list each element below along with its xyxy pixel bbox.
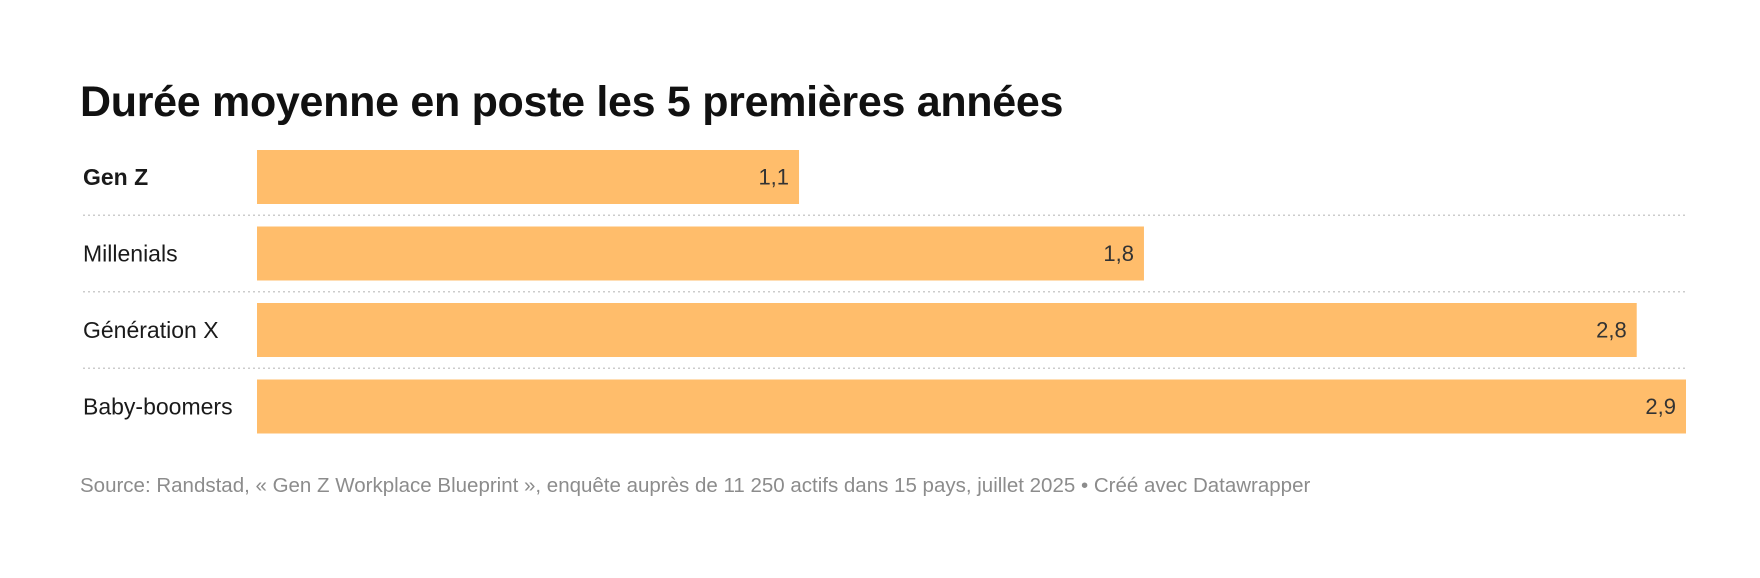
bar-millenials <box>257 226 1144 281</box>
bar-generation-x <box>257 303 1637 357</box>
value-label-millenials: 1,8 <box>1103 241 1134 266</box>
source-note: Source: Randstad, « Gen Z Workplace Blue… <box>80 474 1311 497</box>
bar-baby-boomers <box>257 379 1686 434</box>
value-label-gen-z: 1,1 <box>758 165 789 190</box>
category-label-baby-boomers: Baby-boomers <box>83 394 233 420</box>
category-label-generation-x: Génération X <box>83 317 219 343</box>
chart-title: Durée moyenne en poste les 5 premières a… <box>80 78 1064 126</box>
value-label-baby-boomers: 2,9 <box>1645 394 1676 419</box>
value-label-generation-x: 2,8 <box>1596 318 1627 343</box>
bar-gen-z <box>257 150 800 204</box>
category-label-gen-z: Gen Z <box>83 164 148 190</box>
category-label-millenials: Millenials <box>83 241 178 267</box>
